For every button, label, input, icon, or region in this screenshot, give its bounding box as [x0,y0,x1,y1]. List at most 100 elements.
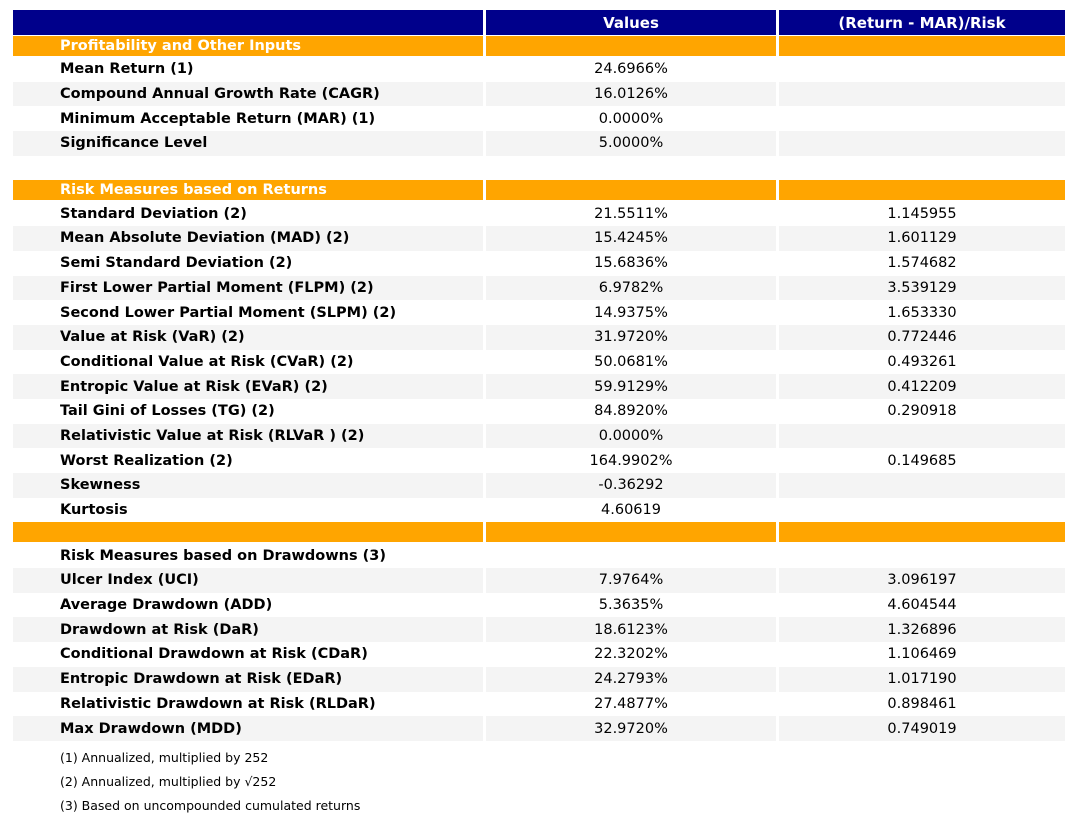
row-ratio: 1.326896 [779,617,1065,643]
row-label: Entropic Value at Risk (EVaR) (2) [13,374,483,399]
row-ratio [779,57,1065,82]
row-value: 21.5511% [486,201,776,227]
row-value: 6.9782% [486,275,776,301]
table-row: Mean Absolute Deviation (MAD) (2) 15.4245… [13,226,1065,251]
row-value: 15.6836% [486,250,776,276]
section-cell-values [486,36,776,56]
row-value: 32.9720% [486,716,776,741]
table-body: Profitability and Other Inputs Mean Retur… [13,36,1065,741]
column-header-ratio: (Return - MAR)/Risk [779,10,1065,35]
row-value: 22.3202% [486,642,776,667]
row-value: -0.36292 [486,473,776,498]
row-label: Conditional Drawdown at Risk (CDaR) [13,642,483,667]
section-cell-ratio [779,36,1065,56]
table-row: Compound Annual Growth Rate (CAGR) 16.012… [13,81,1065,107]
table-header-row: Values (Return - MAR)/Risk [13,10,1065,35]
section-title: Profitability and Other Inputs [13,36,483,56]
row-value: 59.9129% [486,374,776,399]
table-row: Kurtosis 4.60619 [13,497,1065,523]
row-label: Risk Measures based on Drawdowns (3) [13,543,483,569]
footnote-1: (1) Annualized, multiplied by 252 [60,749,269,765]
row-value: 24.2793% [486,666,776,692]
footnote-3: (3) Based on uncompounded cumulated retu… [60,797,361,813]
table-row: Relativistic Value at Risk (RLVaR ) (2) 0… [13,423,1065,449]
section-title: Risk Measures based on Returns [13,180,483,201]
row-label: Mean Return (1) [13,57,483,82]
row-label: Relativistic Value at Risk (RLVaR ) (2) [13,423,483,449]
row-value: 7.9764% [486,568,776,593]
table-row: Tail Gini of Losses (TG) (2) 84.8920% 0.29… [13,398,1065,424]
row-value: 5.0000% [486,131,776,156]
section-cell-values [486,180,776,201]
table-row: Entropic Drawdown at Risk (EDaR) 24.2793%… [13,666,1065,692]
section-cell-ratio [779,522,1065,543]
row-label: Relativistic Drawdown at Risk (RLDaR) [13,691,483,717]
row-ratio: 4.604544 [779,592,1065,618]
table-row: Second Lower Partial Moment (SLPM) (2) 14… [13,300,1065,325]
row-ratio: 3.539129 [779,275,1065,301]
row-value: 4.60619 [486,497,776,523]
column-header-values: Values [486,10,776,35]
row-ratio [779,106,1065,132]
row-ratio: 0.898461 [779,691,1065,717]
footnotes: (1) Annualized, multiplied by 252 (2) An… [60,746,1074,818]
row-value: 18.6123% [486,617,776,643]
row-label: Standard Deviation (2) [13,201,483,227]
row-ratio: 1.017190 [779,666,1065,692]
row-ratio: 0.772446 [779,324,1065,350]
row-ratio: 3.096197 [779,568,1065,593]
row-value: 84.8920% [486,398,776,424]
row-ratio [779,131,1065,156]
section-header-row [13,522,1065,543]
row-value [486,543,776,569]
column-header-empty [13,10,483,35]
row-label: Value at Risk (VaR) (2) [13,324,483,350]
row-value: 27.4877% [486,691,776,717]
row-label: Max Drawdown (MDD) [13,716,483,741]
row-label: Tail Gini of Losses (TG) (2) [13,398,483,424]
row-ratio: 0.290918 [779,398,1065,424]
row-label: Skewness [13,473,483,498]
row-label: Worst Realization (2) [13,448,483,473]
section-header-row: Risk Measures based on Returns [13,180,1065,201]
table-row: Skewness -0.36292 [13,473,1065,498]
footnote-2: (2) Annualized, multiplied by √252 [60,773,277,789]
table-row: Max Drawdown (MDD) 32.9720% 0.749019 [13,716,1065,741]
table-row: Drawdown at Risk (DaR) 18.6123% 1.326896 [13,617,1065,643]
table-row: Average Drawdown (ADD) 5.3635% 4.604544 [13,592,1065,618]
table-row: Minimum Acceptable Return (MAR) (1) 0.000… [13,106,1065,132]
table-row: Worst Realization (2) 164.9902% 0.149685 [13,448,1065,473]
row-value: 0.0000% [486,423,776,449]
table-row: Conditional Value at Risk (CVaR) (2) 50.0… [13,349,1065,375]
row-label: Entropic Drawdown at Risk (EDaR) [13,666,483,692]
table-row: First Lower Partial Moment (FLPM) (2) 6.9… [13,275,1065,301]
row-label: First Lower Partial Moment (FLPM) (2) [13,275,483,301]
row-label: Drawdown at Risk (DaR) [13,617,483,643]
row-label: Kurtosis [13,497,483,523]
row-ratio: 1.106469 [779,642,1065,667]
section-header-row: Profitability and Other Inputs [13,36,1065,56]
risk-report-table: Values (Return - MAR)/Risk Profitability… [13,10,1065,741]
row-ratio: 1.601129 [779,226,1065,251]
row-label: Significance Level [13,131,483,156]
row-ratio: 0.149685 [779,448,1065,473]
table-row: Entropic Value at Risk (EVaR) (2) 59.9129… [13,374,1065,399]
row-label: Ulcer Index (UCI) [13,568,483,593]
row-value: 0.0000% [486,106,776,132]
row-ratio [779,423,1065,449]
row-ratio: 0.749019 [779,716,1065,741]
row-value: 31.9720% [486,324,776,350]
row-label: Compound Annual Growth Rate (CAGR) [13,81,483,107]
table-row: Significance Level 5.0000% [13,131,1065,156]
row-ratio: 1.574682 [779,250,1065,276]
row-value: 15.4245% [486,226,776,251]
row-value: 5.3635% [486,592,776,618]
spacer-row [13,155,1065,181]
row-ratio [779,81,1065,107]
section-cell-values [486,522,776,543]
table-row: Semi Standard Deviation (2) 15.6836% 1.574… [13,250,1065,276]
row-label: Minimum Acceptable Return (MAR) (1) [13,106,483,132]
table-row: Relativistic Drawdown at Risk (RLDaR) 27.… [13,691,1065,717]
section-title [13,522,483,543]
table-row: Mean Return (1) 24.6966% [13,57,1065,82]
